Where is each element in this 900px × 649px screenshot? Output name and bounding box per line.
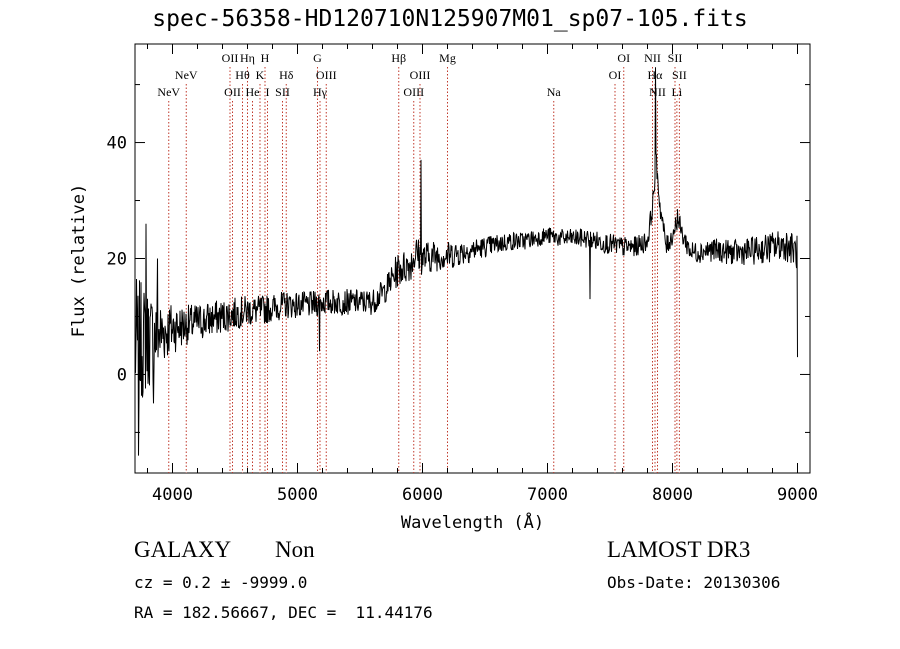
line-marker-label: NeV (175, 68, 198, 82)
line-marker-label: Na (547, 85, 562, 99)
line-marker-label: H (261, 51, 270, 65)
line-marker-label: Li (672, 85, 683, 99)
y-tick-label: 20 (107, 250, 127, 270)
line-marker-label: SII (668, 51, 683, 65)
line-marker-label: He (246, 85, 260, 99)
line-marker-label: Hδ (279, 68, 294, 82)
chart-title: spec-56358-HD120710N125907M01_sp07-105.f… (152, 6, 748, 32)
plot-frame (134, 43, 811, 474)
object-subclass: Non (275, 537, 315, 562)
x-axis: 4000 5000 6000 7000 8000 9000 (147, 44, 818, 505)
line-marker-label: SII (275, 85, 290, 99)
line-marker-label: OI (609, 68, 622, 82)
line-marker-label: Hγ (313, 85, 328, 99)
x-tick-label: 4000 (152, 485, 193, 505)
spectrum-line (134, 67, 798, 456)
line-marker-label: NeV (157, 85, 180, 99)
line-marker-label: NII (649, 85, 666, 99)
line-marker-label: G (313, 51, 322, 65)
y-axis: 0 20 40 (107, 84, 810, 433)
coordinates: RA = 182.56667, DEC = 11.44176 (134, 603, 433, 622)
line-markers (168, 67, 680, 473)
line-marker-label: OIII (316, 68, 337, 82)
line-marker-label: SII (672, 68, 687, 82)
line-marker-label: OII (222, 51, 239, 65)
line-marker-label: Hθ (235, 68, 250, 82)
line-marker-label: K (256, 68, 265, 82)
line-marker-label: Hβ (391, 51, 406, 65)
line-marker-label: OI (617, 51, 630, 65)
x-tick-label: 5000 (277, 485, 318, 505)
x-tick-label: 6000 (402, 485, 443, 505)
line-marker-label: NII (644, 51, 661, 65)
object-class: GALAXY (134, 537, 232, 562)
line-marker-label: Mg (439, 51, 456, 65)
x-tick-label: 9000 (777, 485, 818, 505)
y-tick-label: 40 (107, 134, 127, 154)
survey-name: LAMOST DR3 (607, 537, 751, 562)
obs-date: Obs-Date: 20130306 (607, 573, 781, 592)
x-axis-label: Wavelength (Å) (401, 511, 544, 533)
line-marker-label: I (266, 85, 270, 99)
line-marker-labels: NeV NeV OII OII Hθ Hη He KH I SII Hδ G Hγ OIII Hβ OIII O… (157, 51, 686, 99)
redshift-cz: cz = 0.2 ± -9999.0 (134, 573, 308, 592)
line-marker-label: OII (224, 85, 241, 99)
y-tick-label: 0 (117, 365, 127, 385)
line-marker-label: OIII (403, 85, 424, 99)
x-tick-label: 7000 (527, 485, 568, 505)
line-marker-label: Hη (240, 51, 255, 65)
x-tick-label: 8000 (652, 485, 693, 505)
y-axis-label: Flux (relative) (69, 184, 89, 338)
line-marker-label: OIII (410, 68, 431, 82)
